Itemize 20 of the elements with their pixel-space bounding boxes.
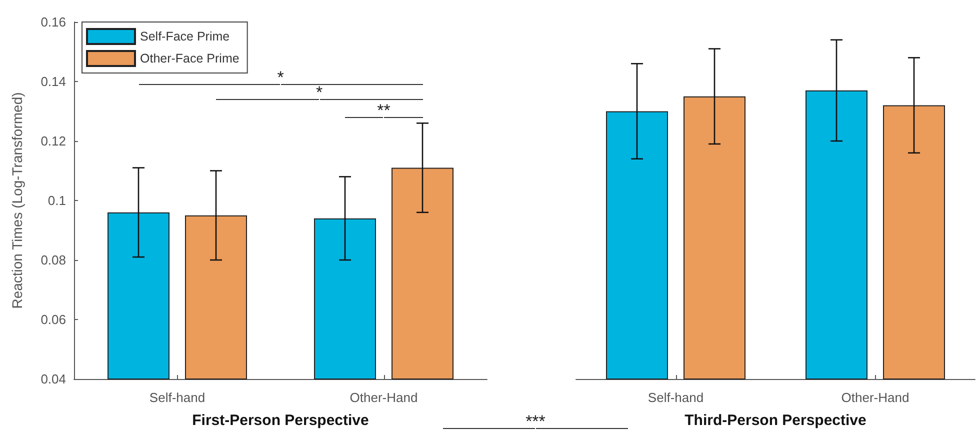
x-axis-title: Third-Person Perspective xyxy=(684,412,866,429)
x-tick-label: Self-hand xyxy=(648,390,704,405)
y-tick-label: 0.1 xyxy=(48,193,66,208)
legend-label: Other-Face Prime xyxy=(140,52,240,66)
x-tick-label: Other-Hand xyxy=(841,390,910,405)
y-tick-label: 0.08 xyxy=(40,252,66,268)
significance-bracket: * xyxy=(216,84,422,102)
y-tick-label: 0.12 xyxy=(40,134,66,148)
annotation: ** xyxy=(377,101,390,120)
legend-label: Self-Face Prime xyxy=(140,30,230,44)
x-axis-title: First-Person Perspective xyxy=(192,412,369,429)
y-axis-title: Reaction Times (Log-Transformed) xyxy=(9,92,25,309)
x-tick-label: Self-hand xyxy=(149,390,206,405)
y-tick-label: 0.14 xyxy=(40,74,66,89)
y-tick-label: 0.06 xyxy=(40,312,66,327)
x-tick-label: Other-Hand xyxy=(350,390,418,405)
y-tick-label: 0.04 xyxy=(40,372,66,386)
significance-bracket: *** xyxy=(443,413,628,430)
significance-bracket: ** xyxy=(345,102,422,120)
y-tick-label: 0.16 xyxy=(40,14,66,30)
